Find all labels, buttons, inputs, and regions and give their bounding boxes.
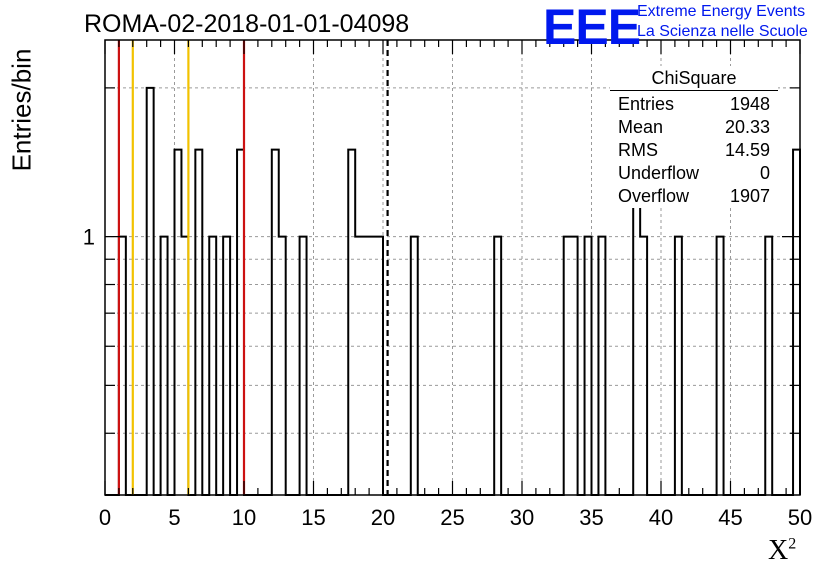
x-tick-label: 5 <box>168 505 180 530</box>
histogram-bin <box>161 237 168 495</box>
histogram-bin <box>369 237 376 495</box>
histogram-bin <box>147 88 154 495</box>
x-tick-label: 45 <box>718 505 742 530</box>
x-tick-label: 0 <box>99 505 111 530</box>
histogram-bin <box>564 237 571 495</box>
histogram-bin <box>640 237 647 495</box>
histogram-bin <box>793 150 800 495</box>
x-tick-label: 30 <box>510 505 534 530</box>
x-tick-label: 15 <box>301 505 325 530</box>
histogram-bin <box>195 150 202 495</box>
histogram-bin <box>300 237 307 495</box>
x-axis-label: X2 <box>768 535 797 566</box>
histogram-bin <box>411 237 418 495</box>
histogram-bin <box>571 237 578 495</box>
x-tick-label: 20 <box>371 505 395 530</box>
histogram-bin <box>675 237 682 495</box>
y-axis-label: Entries/bin <box>6 48 37 172</box>
logo-caption-line2: La Scienza nelle Scuole <box>637 23 808 40</box>
x-tick-label: 10 <box>232 505 256 530</box>
run-title: ROMA-02-2018-01-01-04098 <box>84 10 410 38</box>
histogram-bin <box>209 237 216 495</box>
logo-caption-line1: Extreme Energy Events <box>637 3 806 20</box>
histogram-bin <box>765 237 772 495</box>
x-tick-label: 40 <box>649 505 673 530</box>
y-tick-label: 1 <box>83 225 95 250</box>
histogram-bin <box>585 237 592 495</box>
stats-title: ChiSquare <box>610 66 778 91</box>
x-tick-label: 50 <box>788 505 812 530</box>
histogram-bin <box>376 237 383 495</box>
x-tick-label: 35 <box>579 505 603 530</box>
stats-row-overflow: Overflow 1907 <box>618 186 770 206</box>
stats-row-rms: RMS 14.59 <box>618 140 770 160</box>
histogram-bin <box>717 237 724 495</box>
histogram-bin <box>348 150 355 495</box>
histogram-bin <box>355 237 362 495</box>
stats-row-mean: Mean 20.33 <box>618 117 770 137</box>
histogram-bin <box>494 237 501 495</box>
x-tick-label: 25 <box>440 505 464 530</box>
eee-logo: EEE <box>543 0 641 55</box>
histogram-bin <box>279 237 286 495</box>
stats-box: ChiSquare Entries 1948 Mean 20.33 RMS 14.59… <box>610 66 778 208</box>
histogram-bin <box>598 237 605 495</box>
stats-row-underflow: Underflow 0 <box>618 163 770 183</box>
stats-row-entries: Entries 1948 <box>618 94 770 114</box>
histogram-bin <box>223 237 230 495</box>
histogram-bin <box>175 150 182 495</box>
histogram-bin <box>362 237 369 495</box>
histogram-bin <box>272 150 279 495</box>
